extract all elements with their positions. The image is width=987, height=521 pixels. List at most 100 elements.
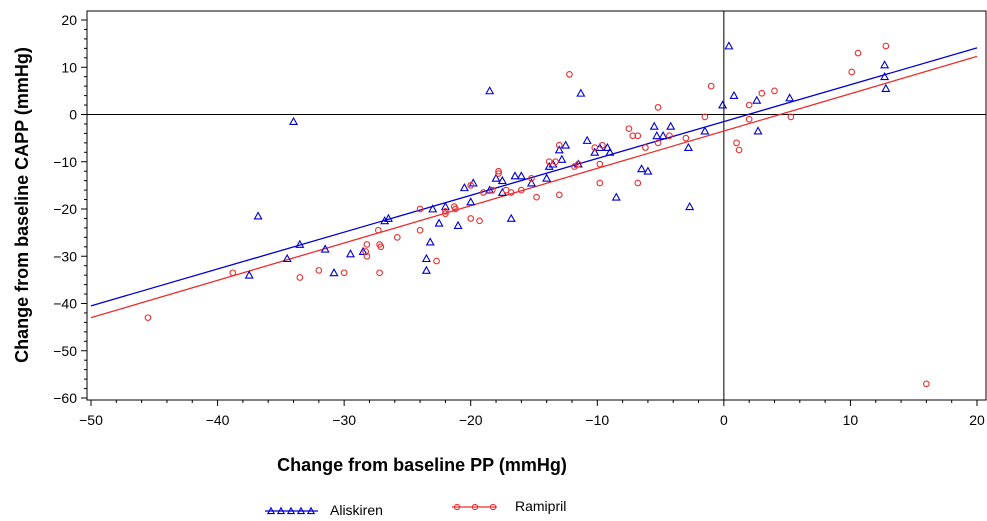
point-ramipril [363, 252, 371, 260]
point-ramipril [495, 167, 502, 175]
legend-marker-aliskiren [266, 506, 276, 515]
point-ramipril [848, 68, 856, 76]
point-ramipril [362, 248, 370, 255]
point-ramipril [574, 160, 582, 168]
point-aliskiren [345, 249, 356, 258]
y-tick-label: −50 [53, 343, 77, 359]
point-aliskiren [785, 93, 795, 102]
point-ramipril [552, 158, 559, 166]
point-ramipril [745, 115, 753, 123]
point-aliskiren [554, 145, 564, 154]
point-aliskiren [440, 201, 450, 211]
legend-item-aliskiren [265, 506, 318, 515]
legend-marker-aliskiren [296, 506, 306, 515]
legend-label-aliskiren: Aliskiren [330, 502, 383, 518]
point-aliskiren [542, 173, 552, 182]
point-aliskiren [459, 183, 469, 192]
x-tick-label: −50 [79, 412, 103, 428]
point-aliskiren [253, 211, 263, 220]
point-ramipril [598, 141, 606, 149]
y-tick-label: −20 [53, 201, 77, 217]
point-aliskiren [380, 216, 390, 225]
point-ramipril [654, 104, 662, 111]
point-aliskiren [729, 90, 739, 100]
point-ramipril [545, 158, 553, 166]
point-ramipril [533, 193, 540, 201]
point-ramipril [591, 144, 599, 151]
point-aliskiren [590, 147, 600, 156]
point-aliskiren [434, 218, 444, 227]
point-ramipril [666, 132, 673, 140]
point-aliskiren [329, 268, 339, 277]
x-tick-label: −30 [332, 412, 356, 428]
x-tick-label: −40 [206, 412, 230, 428]
point-ramipril [296, 274, 304, 281]
point-ramipril [528, 174, 535, 182]
legend-marker-ramipril [471, 503, 479, 511]
point-aliskiren [881, 83, 891, 92]
point-ramipril [363, 241, 371, 248]
y-tick-label: 10 [61, 59, 77, 75]
legend-marker-ramipril [489, 503, 497, 511]
point-aliskiren [880, 60, 890, 69]
point-aliskiren [658, 131, 668, 140]
point-aliskiren [320, 244, 330, 253]
x-tick-label: 0 [720, 412, 728, 428]
point-ramipril [625, 125, 633, 133]
x-axis-title: Change from baseline PP (mmHg) [277, 455, 567, 475]
legend-marker-aliskiren [286, 506, 296, 515]
point-ramipril [416, 205, 424, 213]
point-aliskiren [288, 116, 299, 126]
point-aliskiren [358, 246, 368, 255]
point-ramipril [642, 144, 649, 151]
y-axis: −60 −50 −40 −30 −20 −10 0 10 20 [53, 12, 87, 406]
point-ramipril [596, 160, 604, 168]
y-axis-title: Change from baseline CAPP (mmHg) [12, 47, 32, 363]
point-ramipril [707, 82, 715, 90]
point-aliskiren [753, 126, 763, 135]
fit-lines [90, 47, 978, 319]
point-aliskiren [700, 126, 710, 135]
point-aliskiren [526, 178, 537, 187]
point-aliskiren [683, 142, 693, 152]
point-ramipril [467, 182, 475, 189]
x-tick-label: 10 [843, 412, 859, 428]
point-ramipril [701, 113, 709, 121]
point-aliskiren [685, 201, 695, 211]
point-aliskiren [576, 88, 586, 97]
point-ramipril [229, 269, 237, 277]
point-ramipril [555, 191, 563, 199]
point-ramipril [923, 380, 930, 388]
point-ramipril [654, 139, 662, 147]
y-tick-label: −60 [53, 390, 77, 406]
point-aliskiren [425, 237, 435, 246]
plot-frame [86, 10, 987, 401]
point-aliskiren [485, 86, 495, 95]
point-ramipril [374, 226, 382, 234]
point-aliskiren [643, 166, 653, 175]
point-ramipril [144, 314, 152, 322]
point-aliskiren [466, 197, 476, 206]
point-ramipril [488, 186, 496, 194]
point-aliskiren [497, 175, 507, 185]
point-ramipril [634, 132, 642, 140]
point-aliskiren [491, 173, 501, 182]
point-ramipril [467, 215, 475, 222]
point-aliskiren [421, 253, 431, 263]
point-aliskiren [557, 154, 567, 163]
legend-marker-aliskiren [276, 506, 286, 515]
y-tick-label: 0 [69, 107, 77, 123]
point-ramipril [393, 234, 401, 241]
point-aliskiren [880, 71, 890, 81]
point-ramipril [480, 189, 487, 196]
point-ramipril [634, 179, 642, 187]
point-ramipril [758, 89, 766, 97]
point-ramipril [442, 210, 449, 218]
y-tick-label: 20 [61, 12, 77, 28]
point-ramipril [315, 267, 323, 274]
point-aliskiren [752, 95, 762, 104]
point-ramipril [416, 226, 424, 234]
legend-item-ramipril [452, 503, 497, 511]
y-tick-label: −40 [53, 296, 77, 312]
legend-label-ramipril: Ramipril [515, 498, 566, 514]
